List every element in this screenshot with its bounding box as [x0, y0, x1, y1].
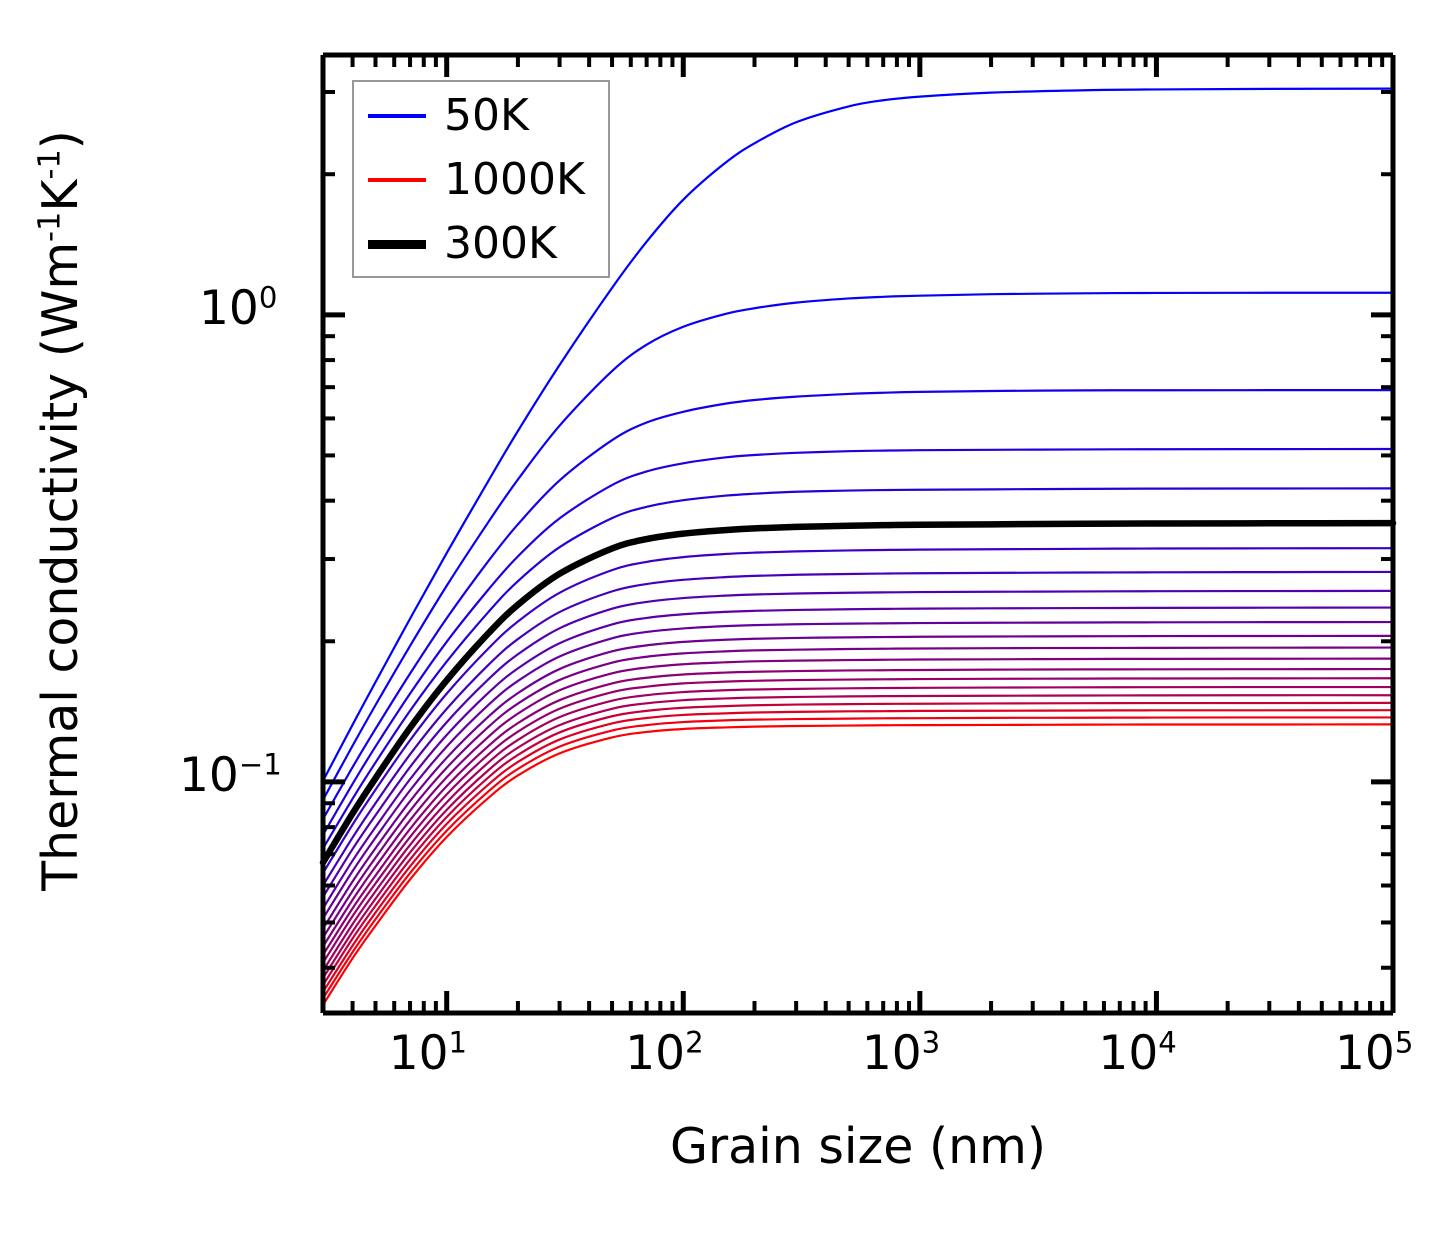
x-tick-mantissa: 10 — [1335, 1026, 1395, 1081]
legend-entry-1: 1000K — [354, 150, 608, 210]
curve-T14 — [321, 657, 1395, 948]
curve-T2 — [321, 291, 1395, 801]
x-tick-exponent: 1 — [448, 1025, 468, 1060]
curve-T15 — [321, 667, 1395, 957]
data-curves — [319, 87, 1397, 1007]
curve-T10 — [321, 606, 1395, 910]
curve-300K — [319, 519, 1397, 866]
x-tick-label-10000: 104 — [1098, 1026, 1176, 1081]
x-tick-exponent: 3 — [921, 1025, 941, 1060]
y-axis-label-exp2: -1 — [32, 148, 68, 180]
y-axis-label-mid: K — [31, 179, 89, 212]
y-tick-mantissa: 10 — [179, 747, 239, 803]
x-axis-label: Grain size (nm) — [323, 1118, 1393, 1175]
y-tick-label-1: 10−1 — [179, 748, 282, 803]
x-tick-label-10: 101 — [389, 1026, 467, 1081]
curve-T4 — [321, 447, 1395, 836]
curve-T19 — [321, 701, 1395, 987]
y-axis-label-exp1: -1 — [32, 211, 68, 242]
y-tick-mantissa: 10 — [199, 280, 259, 336]
curve-T17 — [321, 685, 1395, 972]
curve-T7 — [321, 547, 1395, 875]
legend-entry-0: 50K — [354, 86, 608, 146]
x-tick-label-100000: 105 — [1335, 1026, 1413, 1081]
x-tick-mantissa: 10 — [861, 1026, 922, 1081]
y-axis-label-end: ) — [31, 129, 89, 149]
y-tick-label-0: 100 — [199, 281, 277, 336]
curve-T16 — [321, 677, 1395, 964]
y-tick-exponent: −1 — [238, 747, 282, 782]
legend-swatch-50k — [368, 114, 426, 118]
curve-T20 — [321, 709, 1395, 994]
curve-T8 — [321, 570, 1395, 887]
legend-swatch-1000k — [368, 178, 426, 182]
x-axis-label-text: Grain size (nm) — [670, 1118, 1046, 1175]
y-tick-exponent: 0 — [258, 280, 278, 315]
legend-label-300k: 300K — [444, 218, 557, 269]
curve-T13 — [321, 646, 1395, 939]
legend-swatch-300k — [368, 239, 426, 249]
x-tick-exponent: 4 — [1158, 1025, 1177, 1060]
x-tick-exponent: 2 — [685, 1025, 704, 1060]
axes-spines-and-ticks — [320, 52, 1396, 1016]
x-tick-label-1000: 103 — [862, 1026, 940, 1081]
curve-1000K — [321, 723, 1395, 1007]
curve-T11 — [321, 620, 1395, 920]
x-tick-mantissa: 10 — [388, 1026, 449, 1081]
curve-T9 — [321, 589, 1395, 899]
curve-T18 — [321, 694, 1395, 980]
x-tick-exponent: 5 — [1394, 1025, 1414, 1060]
curve-T5 — [321, 487, 1395, 850]
x-tick-label-100: 102 — [625, 1026, 703, 1081]
legend-label-50k: 50K — [444, 90, 529, 141]
x-tick-mantissa: 10 — [625, 1026, 686, 1081]
legend: 50K 1000K 300K — [352, 80, 610, 278]
curve-50K — [321, 87, 1395, 782]
curve-T21 — [321, 716, 1395, 1000]
curve-T3 — [321, 388, 1395, 821]
y-axis-label-text: Thermal conductivity (Wm — [31, 241, 89, 891]
curve-T12 — [321, 634, 1395, 930]
legend-label-1000k: 1000K — [444, 154, 585, 205]
y-axis-label: Thermal conductivity (Wm-1K-1) — [0, 0, 120, 1020]
legend-entry-2: 300K — [354, 214, 608, 274]
x-tick-mantissa: 10 — [1098, 1026, 1159, 1081]
